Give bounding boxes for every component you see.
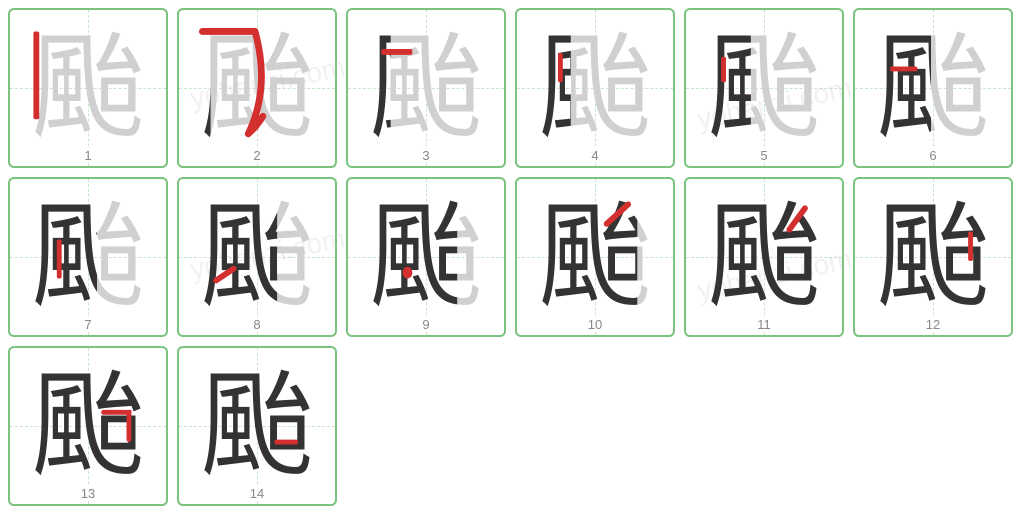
stroke-step-13: 颱颱13	[8, 346, 168, 506]
drawn-glyph: 颱	[875, 200, 990, 315]
char-container: 颱颱	[348, 179, 504, 335]
empty-cell	[853, 346, 1013, 506]
stroke-step-5: yohanzi.com颱颱5	[684, 8, 844, 168]
empty-cell	[684, 346, 844, 506]
stroke-step-6: 颱颱6	[853, 8, 1013, 168]
char-container: 颱颱	[10, 179, 166, 335]
step-number: 2	[249, 148, 264, 163]
step-number: 10	[584, 317, 606, 332]
stroke-step-9: 颱颱9	[346, 177, 506, 337]
stroke-step-8: yohanzi.com颱颱8	[177, 177, 337, 337]
step-number: 6	[925, 148, 940, 163]
char-container: 颱颱	[517, 10, 673, 166]
empty-cell	[346, 346, 506, 506]
step-number: 4	[587, 148, 602, 163]
step-number: 8	[249, 317, 264, 332]
step-number: 14	[246, 486, 268, 501]
step-number: 5	[756, 148, 771, 163]
stroke-step-2: yohanzi.com颱颱2	[177, 8, 337, 168]
stroke-step-7: 颱颱7	[8, 177, 168, 337]
step-number: 11	[753, 317, 775, 332]
stroke-step-4: 颱颱4	[515, 8, 675, 168]
stroke-step-11: yohanzi.com颱颱11	[684, 177, 844, 337]
stroke-order-grid: 颱1yohanzi.com颱颱2颱颱3颱颱4yohanzi.com颱颱5颱颱6颱…	[0, 0, 1024, 519]
drawn-glyph: 颱	[30, 369, 145, 484]
stroke-step-1: 颱1	[8, 8, 168, 168]
char-container: 颱颱	[348, 10, 504, 166]
char-container: 颱颱	[686, 10, 842, 166]
base-glyph: 颱	[30, 31, 145, 146]
char-container: 颱颱	[855, 179, 1011, 335]
char-container: 颱颱	[686, 179, 842, 335]
final-glyph: 颱	[199, 369, 314, 484]
step-number: 12	[922, 317, 944, 332]
char-container: 颱颱	[10, 348, 166, 504]
stroke-step-final: 颱 14	[177, 346, 337, 506]
char-container: 颱颱	[179, 10, 335, 166]
char-container: 颱	[10, 10, 166, 166]
step-number: 7	[80, 317, 95, 332]
step-number: 1	[80, 148, 95, 163]
char-container: 颱颱	[179, 179, 335, 335]
stroke-step-3: 颱颱3	[346, 8, 506, 168]
empty-cell	[515, 346, 675, 506]
char-container: 颱颱	[517, 179, 673, 335]
stroke-step-12: 颱颱12	[853, 177, 1013, 337]
step-number: 9	[418, 317, 433, 332]
stroke-step-10: 颱颱10	[515, 177, 675, 337]
step-number: 3	[418, 148, 433, 163]
base-glyph: 颱	[199, 31, 314, 146]
drawn-glyph: 颱	[706, 200, 821, 315]
step-number: 13	[77, 486, 99, 501]
char-container: 颱颱	[855, 10, 1011, 166]
drawn-glyph: 颱	[537, 200, 652, 315]
